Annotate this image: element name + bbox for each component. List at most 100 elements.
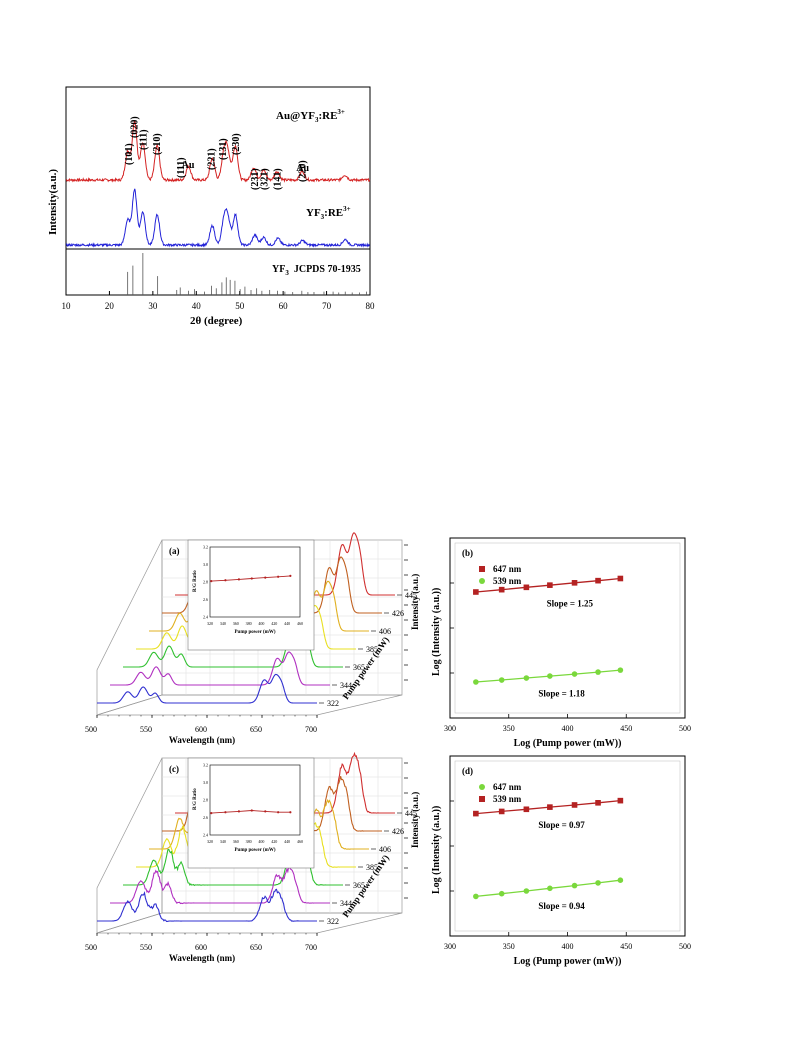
wf-xlabel: Wavelength (nm) [169, 953, 235, 963]
inset-tick-label: 2.8 [203, 580, 208, 585]
inset-tick-label: 380 [246, 621, 252, 626]
xrd-peak-label: (210) [152, 133, 163, 155]
loglog-point [617, 575, 624, 582]
inset-tick-label: 360 [233, 621, 239, 626]
waterfall-chart-c: 500 550 600 650 700 Wavelength (nm) Intensity … [85, 751, 420, 963]
inset-tick-label: 2.4 [203, 615, 208, 620]
loglog-point [498, 890, 505, 897]
wf-xlabel: Wavelength (nm) [169, 735, 235, 745]
loglog-xlabel: Log (Pump power (mW)) [514, 738, 622, 749]
legend-marker [479, 796, 485, 802]
inset-ylabel: R/G Ratio [193, 788, 198, 810]
loglog-point [571, 671, 578, 677]
inset-point [237, 810, 241, 813]
wf-tick-label: 550 [140, 943, 152, 952]
wf-tick-label: 500 [85, 943, 97, 952]
xrd-peak-label: (231) [250, 168, 261, 190]
loglog-point [547, 804, 553, 810]
loglog-point [595, 669, 601, 675]
inset-tick-label: 400 [258, 839, 264, 844]
legend-marker [479, 578, 485, 584]
loglog-point [547, 582, 553, 588]
loglog-point [617, 797, 624, 804]
loglog-chart-b: 300 350 400 450 500 Log (Pump power (mW)) Log … [431, 537, 691, 749]
inset-point [277, 811, 280, 814]
xrd-peak-label: (141) [272, 168, 283, 190]
wf-tick-label: 600 [195, 725, 207, 734]
xrd-tick-label: 30 [148, 301, 158, 311]
loglog-point [595, 880, 601, 886]
inset-tick-label: 360 [233, 839, 239, 844]
wf-power-label: 426 [392, 827, 404, 836]
inset-point [237, 578, 241, 581]
xrd-trace-0 [65, 120, 371, 183]
inset-tick-label: 440 [284, 839, 290, 844]
inset-point [250, 809, 253, 812]
xrd-ref-label: YF3 JCPDS 70-1935 [272, 264, 361, 277]
wf-panel-label: (c) [169, 764, 179, 774]
inset-tick-label: 420 [271, 621, 277, 626]
inset-point [210, 580, 213, 583]
inset-point [224, 811, 227, 814]
wf-spectrum [97, 673, 317, 704]
inset-tick-label: 420 [271, 839, 277, 844]
legend-marker [479, 566, 485, 572]
slope-label: Slope = 0.97 [538, 820, 585, 830]
xrd-tick-label: 50 [235, 301, 245, 311]
loglog-tick-label: 400 [562, 724, 574, 733]
loglog-xlabel: Log (Pump power (mW)) [514, 956, 622, 967]
inset-tick-label: 460 [297, 839, 303, 844]
xrd-ylabel: Intensity(a.u.) [47, 169, 59, 235]
wf-tick-label: 700 [305, 725, 317, 734]
wf-ylabel: Intensity (a.u.) [410, 792, 420, 848]
loglog-point [498, 677, 505, 683]
xrd-peak-label: (220) [298, 160, 309, 182]
wf-tick-label: 500 [85, 725, 97, 734]
wf-ylabel: Intensity (a.u.) [410, 574, 420, 630]
xrd-label-au: Au@YF3:RE3+ [276, 108, 345, 124]
legend-label: 539 nm [493, 794, 522, 804]
loglog-point [473, 589, 479, 595]
inset-point [289, 811, 292, 814]
loglog-point [547, 673, 553, 679]
loglog-tick-label: 300 [444, 724, 456, 733]
loglog-chart-d: 300 350 400 450 500 Log (Pump power (mW)) Log … [431, 755, 691, 967]
inset-point [224, 579, 227, 582]
inset-point [264, 576, 267, 579]
inset-point [210, 812, 213, 815]
inset-tick-label: 3.0 [203, 562, 208, 567]
xrd-label-yf: YF3:RE3+ [306, 205, 351, 221]
inset-point [289, 574, 292, 577]
inset-xlabel: Pump power (mW) [234, 630, 275, 635]
inset-tick-label: 320 [207, 621, 213, 626]
loglog-point [498, 586, 505, 593]
loglog-point [523, 888, 530, 894]
loglog-point [571, 580, 578, 586]
wf-power-label: 406 [379, 845, 391, 854]
loglog-point [473, 679, 479, 685]
inset-tick-label: 380 [246, 839, 252, 844]
inset-tick-label: 2.6 [203, 597, 208, 602]
slope-label: Slope = 1.18 [538, 688, 585, 698]
xrd-peak-label: (230) [231, 133, 242, 155]
slope-label: Slope = 1.25 [547, 598, 594, 608]
wf-tick-label: 650 [250, 943, 262, 952]
wf-tick-label: 550 [140, 725, 152, 734]
xrd-peak-label: (101) [124, 143, 135, 165]
waterfall-chart-a: 500 550 600 650 700 Wavelength (nm) Intensity … [85, 532, 420, 745]
loglog-tick-label: 450 [620, 942, 632, 951]
wf-inset: 320 340 360 380 400 420 440 460 3.2 3.0 2.8 2.6 2.4 P… [187, 539, 315, 651]
inset-tick-label: 340 [220, 839, 226, 844]
loglog-point [595, 800, 601, 806]
legend-label: 647 nm [493, 782, 522, 792]
legend-label: 647 nm [493, 564, 522, 574]
inset-tick-label: 340 [220, 621, 226, 626]
loglog-point [571, 882, 578, 889]
loglog-point [595, 577, 601, 584]
inset-tick-label: 320 [207, 839, 213, 844]
wf-tick-label: 650 [250, 725, 262, 734]
slope-label: Slope = 0.94 [538, 901, 585, 911]
wf-spectrum [110, 651, 330, 686]
loglog-point [571, 802, 578, 808]
wf-tick-label: 700 [305, 943, 317, 952]
